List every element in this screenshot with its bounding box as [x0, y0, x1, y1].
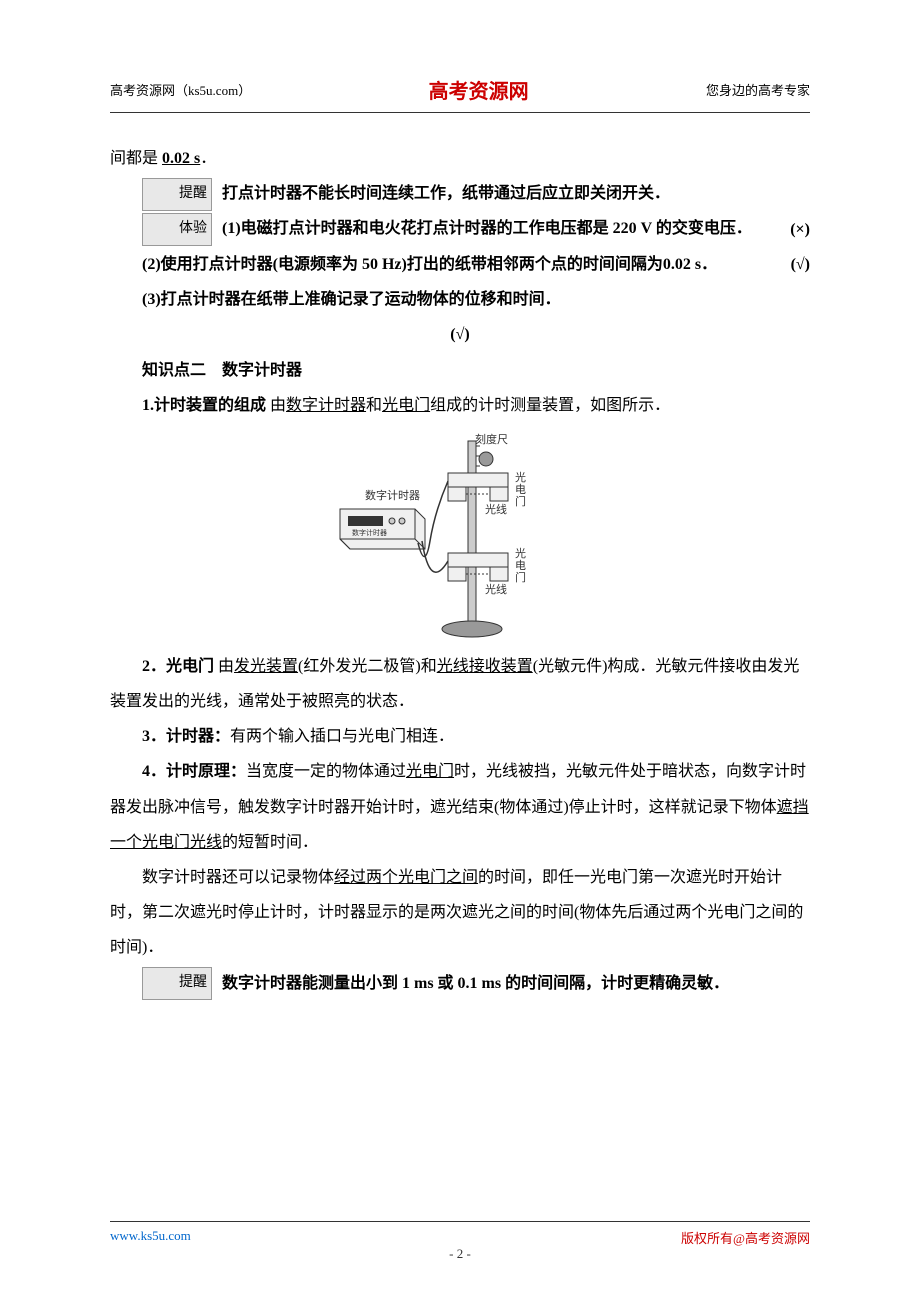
point-5: 数字计时器还可以记录物体经过两个光电门之间的时间，即任一光电门第一次遮光时开始计… [110, 860, 810, 966]
diagram-container: 刻度尺 光 电 门 光线 [110, 431, 810, 641]
point1-t3: 组成的计时测量装置，如图所示． [430, 397, 670, 414]
exp1-wrap: 体验 (1)电磁打点计时器和电火花打点计时器的工作电压都是 220 V 的交变电… [110, 211, 810, 246]
stand-base [442, 621, 502, 637]
ruler-label: 刻度尺 [475, 432, 508, 446]
point1-t2: 和 [366, 397, 382, 414]
exp-label: 体验 [142, 213, 212, 246]
point4-u1: 光电门 [406, 763, 454, 780]
point4-t1: 当宽度一定的物体通过 [246, 763, 406, 780]
exp3-text: (3)打点计时器在纸带上准确记录了运动物体的位移和时间． [110, 282, 810, 317]
point2-t1: 由 [214, 658, 234, 675]
point-4: 4．计时原理：当宽度一定的物体通过光电门时，光线被挡，光敏元件处于暗状态，向数字… [110, 754, 810, 860]
page-container: 高考资源网（ks5u.com） 高考资源网 您身边的高考专家 间都是 0.02 … [0, 0, 920, 1302]
point2-u2: 光线接收装置 [437, 658, 533, 675]
point3-bold: 3．计时器： [142, 728, 230, 745]
page-number: - 2 - [0, 1246, 920, 1262]
point2-u1: 发光装置 [234, 658, 298, 675]
gate-label-2c: 门 [515, 570, 526, 584]
tip2-text: 数字计时器能测量出小到 1 ms 或 0.1 ms 的时间间隔，计时更精确灵敏． [218, 975, 729, 992]
gate-label-1c: 门 [515, 494, 526, 508]
footer-copyright: 版权所有@高考资源网 [681, 1228, 810, 1247]
tip-text: 打点计时器不能长时间连续工作，纸带通过后应立即关闭开关． [218, 185, 670, 202]
header-center-title: 高考资源网 [429, 75, 529, 104]
experience-row-2: (2)使用打点计时器(电源频率为 50 Hz)打出的纸带相邻两个点的时间间隔为0… [110, 247, 810, 282]
stand-pole [468, 441, 476, 626]
point5-t1: 数字计时器还可以记录物体 [142, 869, 334, 886]
section-2-title: 知识点二 数字计时器 [110, 353, 810, 388]
gate-label-2a: 光 [515, 546, 526, 560]
footer-url: www.ks5u.com [110, 1228, 191, 1247]
exp1-text: (1)电磁打点计时器和电火花打点计时器的工作电压都是 220 V 的交变电压． [218, 220, 752, 237]
tip-label: 提醒 [142, 178, 212, 211]
line1-value: 0.02 s [162, 150, 200, 167]
point5-u1: 经过两个光电门之间 [334, 869, 478, 886]
ball-icon [479, 452, 493, 466]
line1-suffix: ． [200, 150, 216, 167]
page-header: 高考资源网（ks5u.com） 高考资源网 您身边的高考专家 [110, 75, 810, 104]
experience-row-1: 体验 (1)电磁打点计时器和电火花打点计时器的工作电压都是 220 V 的交变电… [110, 211, 810, 246]
ray-label-2: 光线 [485, 582, 507, 596]
digital-timer-diagram: 刻度尺 光 电 门 光线 [330, 431, 590, 641]
point4-t3: 的短暂时间． [222, 834, 318, 851]
gate-label-2b: 电 [515, 559, 526, 572]
point-3: 3．计时器：有两个输入插口与光电门相连． [110, 719, 810, 754]
tip-paragraph: 提醒 打点计时器不能长时间连续工作，纸带通过后应立即关闭开关． [110, 176, 810, 211]
point1-bold: 1.计时装置的组成 [142, 397, 266, 414]
wire-1 [422, 541, 448, 572]
point1-u2: 光电门 [382, 397, 430, 414]
document-content: 间都是 0.02 s． 提醒 打点计时器不能长时间连续工作，纸带通过后应立即关闭… [110, 141, 810, 1001]
exp1-mark: (×) [790, 212, 810, 247]
exp2-mark: (√) [791, 247, 810, 282]
gate-label-1a: 光 [515, 470, 526, 484]
header-divider [110, 112, 810, 113]
point-1: 1.计时装置的组成 由数字计时器和光电门组成的计时测量装置，如图所示． [110, 388, 810, 423]
tip2-label: 提醒 [142, 967, 212, 1000]
tip2-paragraph: 提醒 数字计时器能测量出小到 1 ms 或 0.1 ms 的时间间隔，计时更精确… [110, 966, 810, 1001]
timer-label: 数字计时器 [365, 488, 420, 502]
point1-u1: 数字计时器 [286, 397, 366, 414]
point4-bold: 4．计时原理： [142, 763, 246, 780]
header-right-text: 您身边的高考专家 [706, 80, 810, 99]
timer-small-label: 数字计时器 [352, 528, 387, 537]
line1-prefix: 间都是 [110, 150, 162, 167]
header-left-text: 高考资源网（ks5u.com） [110, 80, 251, 99]
point2-bold: 2．光电门 [142, 658, 214, 675]
exp3-mark: (√) [110, 317, 810, 352]
ray-label-1: 光线 [485, 502, 507, 516]
exp2-text: (2)使用打点计时器(电源频率为 50 Hz)打出的纸带相邻两个点的时间间隔为0… [110, 247, 810, 282]
timer-device: 数字计时器 [340, 509, 425, 549]
photogate-upper [448, 473, 508, 501]
photogate-lower [448, 553, 508, 581]
point3-text: 有两个输入插口与光电门相连． [230, 728, 454, 745]
gate-label-1b: 电 [515, 483, 526, 496]
point1-t1: 由 [266, 397, 286, 414]
point2-t2: (红外发光二极管)和 [298, 658, 437, 675]
point-2: 2．光电门 由发光装置(红外发光二极管)和光线接收装置(光敏元件)构成．光敏元件… [110, 649, 810, 719]
continuation-line: 间都是 0.02 s． [110, 141, 810, 176]
page-footer: www.ks5u.com 版权所有@高考资源网 [110, 1221, 810, 1247]
